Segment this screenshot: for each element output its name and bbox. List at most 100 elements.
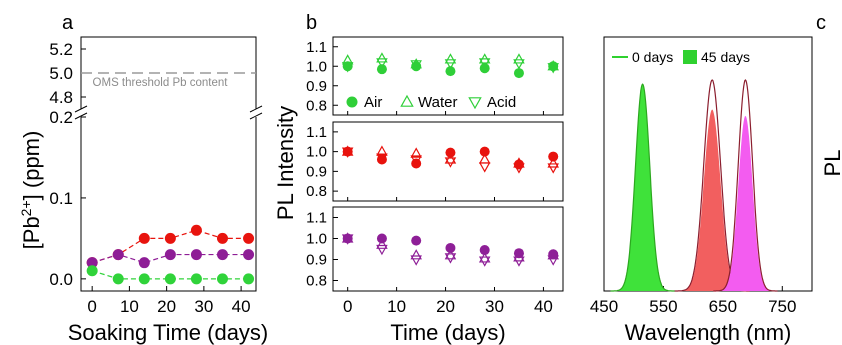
panel-c-y-axis-label-fragment: PL bbox=[820, 150, 842, 177]
panel-a-point-0 bbox=[190, 224, 202, 236]
panel-a-lower-tick-label: 0.0 bbox=[49, 270, 73, 289]
panel-b-air-point bbox=[411, 158, 422, 169]
panel-b-legend-water: Water bbox=[418, 94, 457, 111]
panel-a-y-axis-label-sup: 2+ bbox=[18, 200, 34, 216]
panel-b-y-tick-label: 1.0 bbox=[306, 231, 327, 248]
panel-a-break-mark bbox=[249, 105, 263, 113]
panel-b-pl-stability-chart: b 0.8 0.9 1.0 1.1 0.8 0.9 1.0 1.1 0.8 0.9 1.0 1.1 0 10… bbox=[273, 12, 564, 345]
panel-b-air-point bbox=[479, 146, 490, 157]
panel-b-acid-point bbox=[376, 244, 388, 256]
panel-a-point-2 bbox=[138, 273, 150, 285]
panel-b-acid-point bbox=[444, 157, 457, 168]
panel-c-x-tick-label: 450 bbox=[590, 297, 618, 316]
panel-b-y-tick-label: 0.9 bbox=[306, 78, 327, 95]
panel-b-air-point bbox=[548, 151, 559, 162]
panel-b-air-point bbox=[411, 235, 422, 246]
panel-a-lead-content-chart: a 4.8 5.0 5.2 0.0 0.1 0.2 0 10 20 30 40 OMS threshol… bbox=[18, 12, 268, 345]
panel-a-point-1 bbox=[164, 249, 176, 261]
panel-b-y-tick-label: 1.0 bbox=[306, 58, 327, 75]
panel-a-break-mark bbox=[74, 112, 88, 120]
panel-a-y-axis-label-base: [Pb bbox=[19, 216, 44, 249]
panel-b-air-point bbox=[342, 233, 353, 244]
panel-b-subplot-frame-2 bbox=[332, 206, 564, 292]
panel-b-y-tick-label: 0.9 bbox=[306, 252, 327, 269]
panel-a-point-1 bbox=[243, 249, 255, 261]
panel-a-lower-tick-label: 0.2 bbox=[49, 108, 73, 127]
panel-a-break-mark bbox=[249, 112, 263, 120]
panel-a-x-tick-label: 0 bbox=[87, 297, 96, 316]
panel-b-air-point bbox=[445, 147, 456, 158]
panel-a-point-2 bbox=[216, 273, 228, 285]
panel-b-water-point bbox=[444, 249, 457, 260]
panel-a-label: a bbox=[62, 12, 74, 34]
panel-a-point-2 bbox=[243, 273, 255, 285]
panel-c-legend-0days: 0 days bbox=[632, 49, 673, 65]
panel-b-x-tick-label: 40 bbox=[534, 297, 553, 316]
panel-b-air-point bbox=[411, 61, 422, 72]
panel-c-peak-line-0 bbox=[610, 83, 675, 292]
panel-c-legend-45days: 45 days bbox=[701, 49, 750, 65]
panel-b-water-point bbox=[376, 238, 388, 249]
panel-c-legend-fill-marker bbox=[683, 50, 697, 64]
panel-a-y-axis-label: [Pb2+] (ppm) bbox=[18, 131, 44, 250]
panel-b-air-point bbox=[548, 61, 559, 72]
panel-c-peak-fill-0 bbox=[610, 84, 675, 291]
panel-b-legend-acid: Acid bbox=[487, 94, 516, 111]
panel-b-legend-water-marker bbox=[400, 94, 414, 107]
panel-a-point-2 bbox=[86, 265, 98, 277]
panel-b-x-tick-label: 10 bbox=[387, 297, 406, 316]
panel-b-acid-point bbox=[478, 162, 491, 173]
panel-a-point-1 bbox=[86, 257, 98, 269]
panel-b-x-tick-label: 30 bbox=[485, 297, 504, 316]
panel-c-peak-fill-1 bbox=[674, 109, 750, 291]
panel-c-x-tick-label: 750 bbox=[768, 297, 796, 316]
panel-a-point-2 bbox=[190, 273, 202, 285]
panel-b-y-tick-label: 0.8 bbox=[306, 97, 327, 114]
panel-b-air-point bbox=[445, 66, 456, 77]
panel-b-water-point bbox=[410, 147, 422, 158]
panel-b-water-point bbox=[478, 252, 491, 263]
panel-c-peak-line-2 bbox=[713, 79, 778, 292]
panel-b-y-tick-label: 1.0 bbox=[306, 144, 327, 161]
panel-b-water-point bbox=[376, 52, 388, 63]
panel-a-x-tick-label: 20 bbox=[157, 297, 176, 316]
panel-b-legend-acid-marker bbox=[468, 97, 482, 110]
panel-a-upper-tick-label: 5.2 bbox=[49, 40, 73, 59]
panel-b-y-tick-label: 0.8 bbox=[306, 273, 327, 290]
panel-a-x-tick-label: 30 bbox=[194, 297, 213, 316]
panel-a-y-axis-label-tail: ] (ppm) bbox=[19, 131, 44, 201]
panel-b-acid-point bbox=[444, 59, 457, 70]
panel-b-acid-point bbox=[478, 256, 491, 267]
panel-b-air-point bbox=[445, 242, 456, 253]
panel-b-acid-point bbox=[547, 163, 559, 174]
panel-a-break-gap-right bbox=[250, 109, 262, 117]
panel-a-x-tick-label: 10 bbox=[120, 297, 139, 316]
panel-b-water-point bbox=[444, 53, 457, 64]
panel-a-point-0 bbox=[243, 232, 255, 244]
panel-a-point-1 bbox=[216, 249, 228, 261]
panel-a-point-2 bbox=[112, 273, 124, 285]
panel-b-legend-air-marker bbox=[346, 96, 358, 108]
panel-b-acid-point bbox=[410, 255, 422, 266]
panel-c-x-axis-label: Wavelength (nm) bbox=[625, 320, 792, 345]
panel-c-peak-fill-2 bbox=[713, 115, 778, 292]
panel-b-y-axis-label: PL Intensity bbox=[273, 106, 298, 220]
panel-b-acid-point bbox=[376, 58, 388, 69]
panel-a-point-0 bbox=[216, 232, 228, 244]
panel-a-frame bbox=[80, 36, 257, 292]
panel-a-point-2 bbox=[164, 273, 176, 285]
panel-b-x-tick-label: 20 bbox=[436, 297, 455, 316]
panel-a-point-0 bbox=[138, 232, 150, 244]
panel-a-upper-tick-label: 4.8 bbox=[49, 88, 73, 107]
panel-b-y-tick-label: 1.1 bbox=[306, 210, 327, 227]
panel-b-y-tick-label: 0.8 bbox=[306, 183, 327, 200]
panel-b-acid-point bbox=[444, 253, 457, 264]
panel-a-upper-tick-label: 5.0 bbox=[49, 64, 73, 83]
panel-b-air-point bbox=[376, 64, 387, 75]
panel-a-threshold-label: OMS threshold Pb content bbox=[93, 77, 229, 89]
panel-a-x-axis-label: Soaking Time (days) bbox=[68, 320, 269, 345]
panel-b-air-point bbox=[479, 245, 490, 256]
panel-b-air-point bbox=[376, 154, 387, 165]
panel-b-water-point bbox=[547, 157, 559, 168]
